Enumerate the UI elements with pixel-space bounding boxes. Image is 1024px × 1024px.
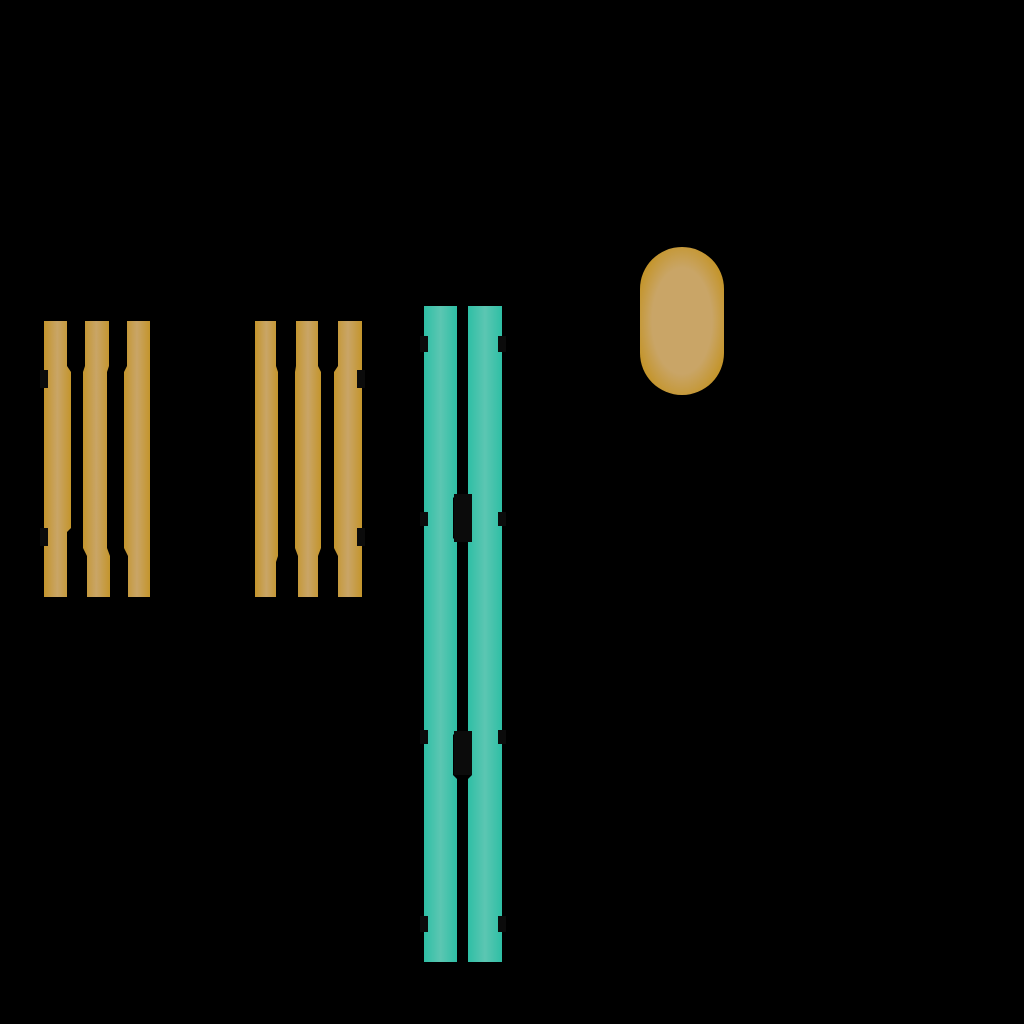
bar-notch — [498, 512, 506, 526]
gold-bar — [44, 321, 71, 597]
bar-notch — [420, 336, 428, 352]
bar-notch — [498, 730, 506, 744]
bar-notch — [420, 730, 428, 744]
gold-bar — [334, 321, 362, 597]
gold-bar-group-left — [40, 321, 150, 597]
gold-bar — [295, 321, 321, 597]
bar-notch — [40, 528, 48, 546]
gold-bar — [255, 321, 278, 597]
gold-bar-group-middle — [255, 321, 365, 597]
gold-bar — [83, 321, 110, 597]
centromere-gap — [454, 494, 472, 542]
bar-notch — [40, 370, 48, 388]
bar-notch — [498, 336, 506, 352]
teal-bar — [424, 306, 457, 962]
bar-notch — [420, 916, 428, 932]
gold-capsule — [640, 247, 724, 395]
bar-notch — [498, 916, 506, 932]
gold-bar — [124, 321, 150, 597]
bar-notch — [420, 512, 428, 526]
centromere-gap — [454, 731, 472, 775]
bar-notch — [357, 528, 365, 546]
teal-bar — [468, 306, 502, 962]
bar-notch — [357, 370, 365, 388]
teal-bar-pair — [420, 306, 506, 962]
